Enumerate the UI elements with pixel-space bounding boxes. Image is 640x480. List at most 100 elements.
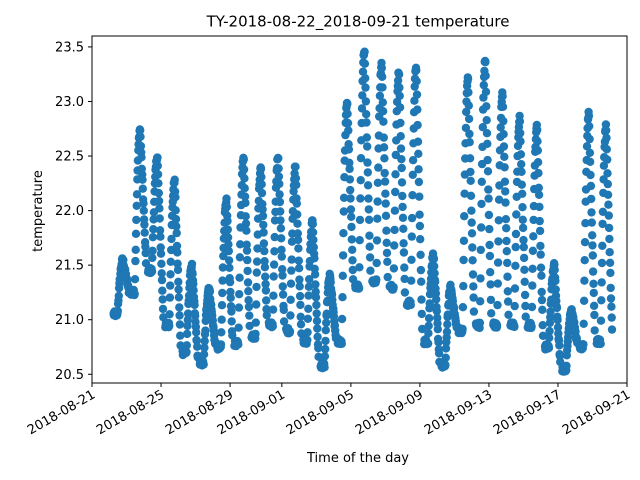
- data-point: [499, 116, 508, 126]
- data-point: [251, 329, 260, 339]
- data-point: [396, 118, 405, 128]
- data-point: [588, 231, 597, 240]
- data-point: [182, 341, 191, 350]
- data-point: [590, 326, 599, 335]
- data-point: [389, 264, 399, 273]
- x-tick-label: 2018-09-05: [284, 387, 357, 438]
- data-point: [339, 193, 349, 202]
- data-point: [132, 215, 141, 225]
- data-point: [304, 304, 313, 313]
- data-point: [308, 228, 318, 237]
- data-point: [153, 161, 162, 170]
- data-point: [279, 317, 289, 326]
- data-point: [481, 71, 490, 80]
- data-point: [443, 320, 452, 329]
- data-point: [383, 257, 392, 266]
- data-point: [240, 174, 249, 183]
- data-point: [603, 190, 613, 199]
- data-point: [485, 224, 494, 234]
- data-point: [375, 91, 385, 101]
- data-point: [253, 244, 262, 253]
- data-point: [314, 352, 323, 361]
- data-point: [588, 251, 597, 260]
- data-point: [579, 319, 588, 328]
- data-point: [166, 270, 175, 279]
- data-point: [580, 256, 589, 265]
- data-point: [320, 363, 329, 372]
- data-point: [398, 191, 407, 201]
- data-point: [243, 255, 252, 265]
- data-point: [345, 164, 354, 174]
- data-point: [292, 180, 301, 190]
- data-point: [286, 279, 296, 288]
- data-point: [338, 293, 347, 302]
- data-point: [527, 322, 536, 331]
- data-point: [239, 155, 248, 164]
- x-tick-label: 2018-09-13: [422, 387, 495, 438]
- data-point: [256, 164, 266, 174]
- data-point: [269, 260, 279, 269]
- data-point: [477, 223, 486, 232]
- data-point: [487, 309, 496, 318]
- data-point: [538, 321, 547, 330]
- data-point: [484, 185, 493, 194]
- data-point: [553, 315, 562, 325]
- data-point: [423, 339, 433, 348]
- data-point: [347, 212, 356, 221]
- data-point: [225, 277, 235, 287]
- data-point: [407, 213, 417, 223]
- data-point: [550, 265, 559, 274]
- data-point: [156, 232, 165, 241]
- data-point: [344, 145, 354, 154]
- data-point: [252, 268, 261, 277]
- data-point: [189, 279, 198, 289]
- data-point: [381, 199, 390, 208]
- data-point: [364, 205, 373, 214]
- data-point: [486, 280, 495, 289]
- data-point: [171, 206, 180, 215]
- data-point: [132, 190, 142, 199]
- data-point: [365, 253, 375, 262]
- data-point: [501, 187, 510, 196]
- data-point: [295, 291, 305, 301]
- data-point: [366, 266, 375, 275]
- data-point: [443, 310, 453, 319]
- data-point: [379, 143, 389, 152]
- data-point: [464, 88, 473, 97]
- data-point: [190, 300, 199, 310]
- data-point: [244, 296, 253, 305]
- data-point: [183, 309, 193, 318]
- data-point: [381, 211, 391, 220]
- data-point: [277, 245, 286, 254]
- data-point: [296, 300, 305, 310]
- data-point: [510, 284, 520, 293]
- data-point: [586, 181, 596, 191]
- data-point: [467, 229, 477, 238]
- data-point: [535, 226, 545, 236]
- data-point: [408, 156, 418, 165]
- data-point: [222, 202, 231, 212]
- data-point: [483, 167, 493, 176]
- data-point: [397, 155, 406, 164]
- data-point: [590, 310, 599, 320]
- data-point: [141, 242, 150, 251]
- data-point: [518, 203, 527, 212]
- data-point: [466, 167, 475, 177]
- data-point: [155, 214, 164, 223]
- data-point: [275, 179, 284, 189]
- data-point: [309, 235, 318, 245]
- data-point: [157, 259, 166, 268]
- data-point: [174, 293, 184, 302]
- data-point: [174, 277, 183, 286]
- data-point: [534, 190, 544, 199]
- data-point: [510, 301, 519, 311]
- data-point: [459, 281, 468, 291]
- data-point: [582, 142, 592, 151]
- data-point: [378, 107, 388, 116]
- data-point: [485, 240, 494, 250]
- data-point: [240, 184, 249, 193]
- data-point: [466, 191, 476, 200]
- data-point: [393, 76, 403, 85]
- data-point: [363, 168, 372, 177]
- data-point: [176, 331, 185, 340]
